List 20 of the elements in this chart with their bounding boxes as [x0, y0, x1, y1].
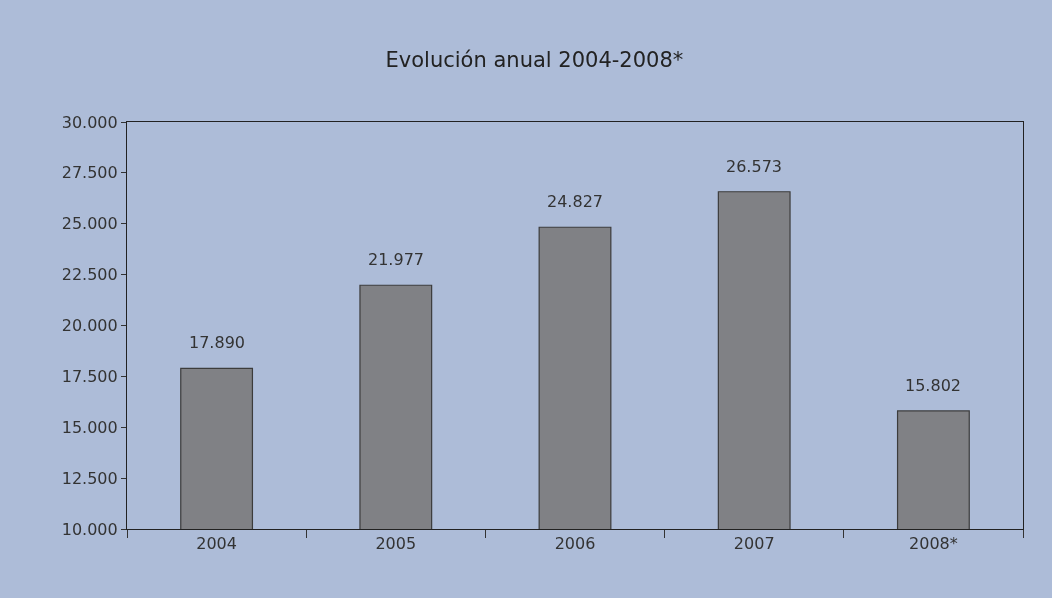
y-tick-label: 17.500	[61, 366, 118, 386]
x-tick-label: 2007	[733, 534, 775, 554]
y-tick-label: 12.500	[61, 468, 118, 488]
chart-title: Evolución anual 2004-2008*	[385, 48, 684, 73]
y-tick-label: 27.500	[61, 163, 118, 183]
y-tick-label: 15.000	[61, 417, 118, 437]
x-tick-label: 2005	[375, 534, 417, 554]
data-label: 15.802	[905, 376, 961, 395]
data-label: 24.827	[547, 192, 603, 211]
y-tick-label: 10.000	[61, 519, 118, 539]
data-label: 17.890	[189, 333, 245, 352]
data-label: 21.977	[368, 250, 424, 269]
x-tick-label: 2004	[196, 534, 237, 554]
data-label: 26.573	[726, 157, 782, 176]
x-tick-label: 2008*	[909, 534, 958, 554]
y-tick-label: 22.500	[61, 265, 118, 285]
y-tick-label: 25.000	[61, 214, 118, 234]
x-tick-label: 2006	[554, 534, 596, 554]
y-tick-label: 30.000	[61, 112, 118, 132]
y-tick-label: 20.000	[61, 316, 118, 336]
